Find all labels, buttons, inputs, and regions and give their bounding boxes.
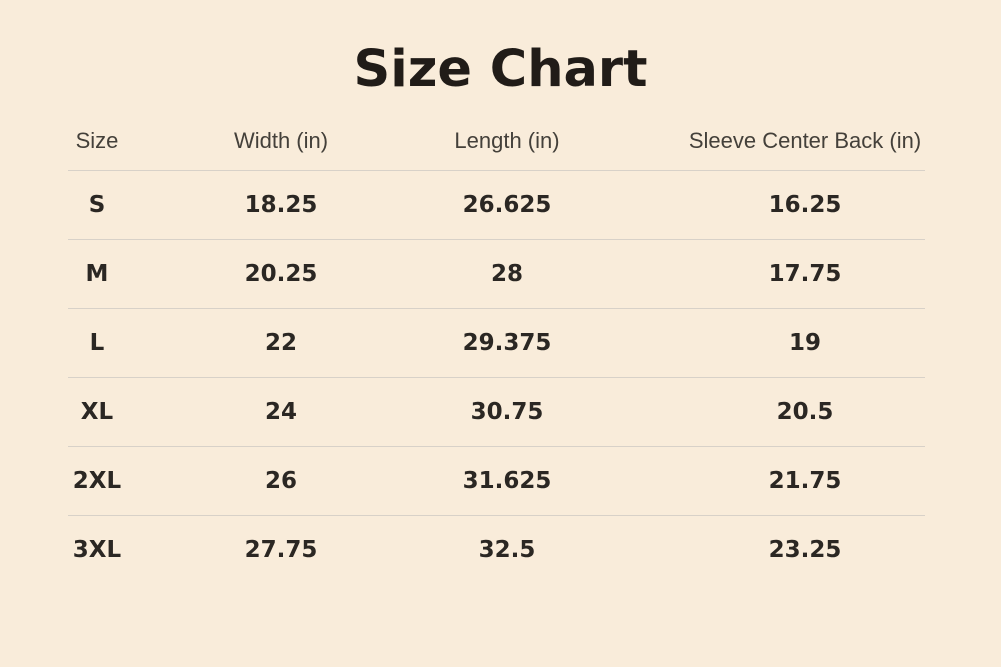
width-cell: 26 [264, 468, 297, 495]
size-cell: L [89, 330, 105, 357]
table-row-3xl: 3XL 27.75 32.5 23.25 [68, 515, 925, 584]
sleeve-cell: 16.25 [768, 192, 842, 219]
size-cell: M [85, 261, 109, 288]
header-size: Size [75, 128, 119, 154]
size-cell: 2XL [72, 468, 122, 495]
sleeve-cell: 19 [788, 330, 821, 357]
length-cell: 29.375 [462, 330, 552, 357]
table-row-s: S 18.25 26.625 16.25 [68, 170, 925, 239]
table-row-m: M 20.25 28 17.75 [68, 239, 925, 308]
page-title: Size Chart [353, 40, 648, 99]
width-cell: 24 [264, 399, 297, 426]
header-width: Width (in) [233, 128, 329, 154]
length-cell: 32.5 [478, 537, 536, 564]
sleeve-cell: 21.75 [768, 468, 842, 495]
length-cell: 31.625 [462, 468, 552, 495]
length-cell: 28 [490, 261, 523, 288]
width-cell: 20.25 [244, 261, 318, 288]
width-cell: 27.75 [244, 537, 318, 564]
table-header-row: Size Width (in) Length (in) Sleeve Cente… [68, 112, 925, 170]
sleeve-cell: 23.25 [768, 537, 842, 564]
size-chart-table: Size Width (in) Length (in) Sleeve Cente… [68, 112, 925, 584]
header-sleeve-center-back: Sleeve Center Back (in) [688, 128, 922, 154]
table-row-2xl: 2XL 26 31.625 21.75 [68, 446, 925, 515]
width-cell: 22 [264, 330, 297, 357]
size-cell: XL [80, 399, 114, 426]
width-cell: 18.25 [244, 192, 318, 219]
sleeve-cell: 17.75 [768, 261, 842, 288]
size-cell: S [88, 192, 106, 219]
size-cell: 3XL [72, 537, 122, 564]
sleeve-cell: 20.5 [776, 399, 834, 426]
table-row-xl: XL 24 30.75 20.5 [68, 377, 925, 446]
table-row-l: L 22 29.375 19 [68, 308, 925, 377]
length-cell: 30.75 [470, 399, 544, 426]
length-cell: 26.625 [462, 192, 552, 219]
header-length: Length (in) [454, 128, 560, 154]
